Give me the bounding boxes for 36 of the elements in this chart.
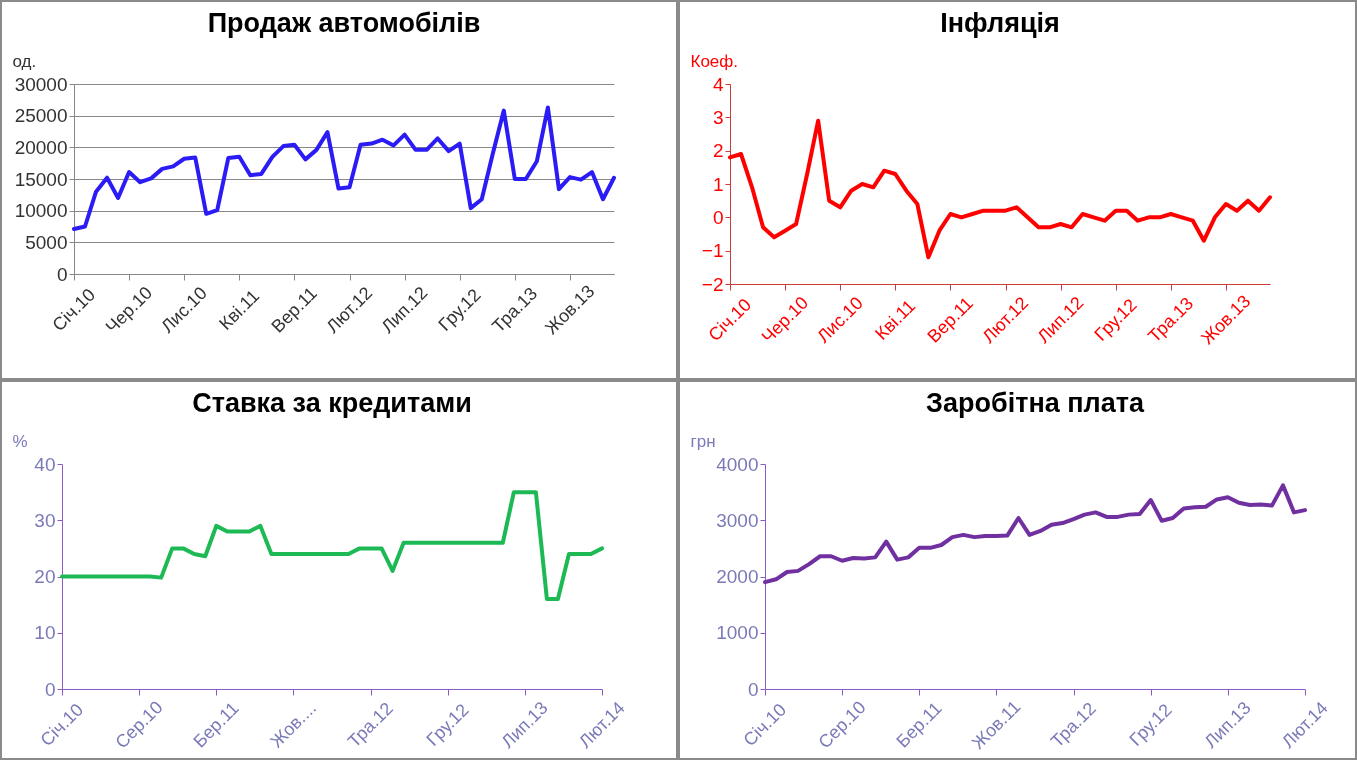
chart-title: Інфляція [940, 8, 1060, 38]
chart-title: Заробітна плата [926, 388, 1145, 418]
y-tick-label: 0 [712, 206, 724, 228]
line-series [60, 490, 604, 601]
y-tick-label: 3 [712, 106, 724, 128]
y-tick-label: 1 [712, 173, 724, 195]
y-axis-title: % [12, 431, 28, 451]
y-tick-label: 1000 [716, 622, 759, 644]
y-tick-label: 10 [34, 622, 56, 644]
chart-title: Продаж автомобілів [207, 8, 481, 38]
y-tick-label: −2 [701, 273, 724, 295]
y-tick-label: −1 [701, 240, 724, 262]
y-tick-label: 0 [44, 678, 56, 700]
chart-title: Ставка за кредитами [192, 388, 472, 418]
line-series [763, 483, 1307, 585]
y-tick-label: 15000 [14, 168, 68, 190]
line-series [72, 105, 616, 232]
y-tick-label: 4 [712, 73, 724, 95]
y-tick-label: 4000 [716, 453, 759, 475]
y-tick-label: 40 [34, 453, 56, 475]
y-tick-label: 30 [34, 509, 56, 531]
y-axis-title: од. [12, 51, 37, 71]
y-tick-label: 2000 [716, 566, 759, 587]
y-tick-label: 20 [34, 566, 56, 587]
line-series [728, 118, 1272, 260]
y-tick-label: 2 [712, 140, 724, 162]
y-tick-label: 30000 [14, 73, 68, 95]
y-tick-label: 3000 [716, 509, 759, 531]
y-axis-title: грн [690, 431, 716, 451]
y-tick-label: 10000 [14, 200, 68, 222]
y-tick-label: 20000 [14, 136, 68, 158]
y-tick-label: 0 [56, 263, 68, 285]
y-tick-label: 25000 [14, 105, 68, 127]
y-axis-title: Коеф. [690, 51, 739, 71]
y-tick-label: 0 [747, 678, 759, 700]
y-tick-label: 5000 [25, 231, 68, 253]
